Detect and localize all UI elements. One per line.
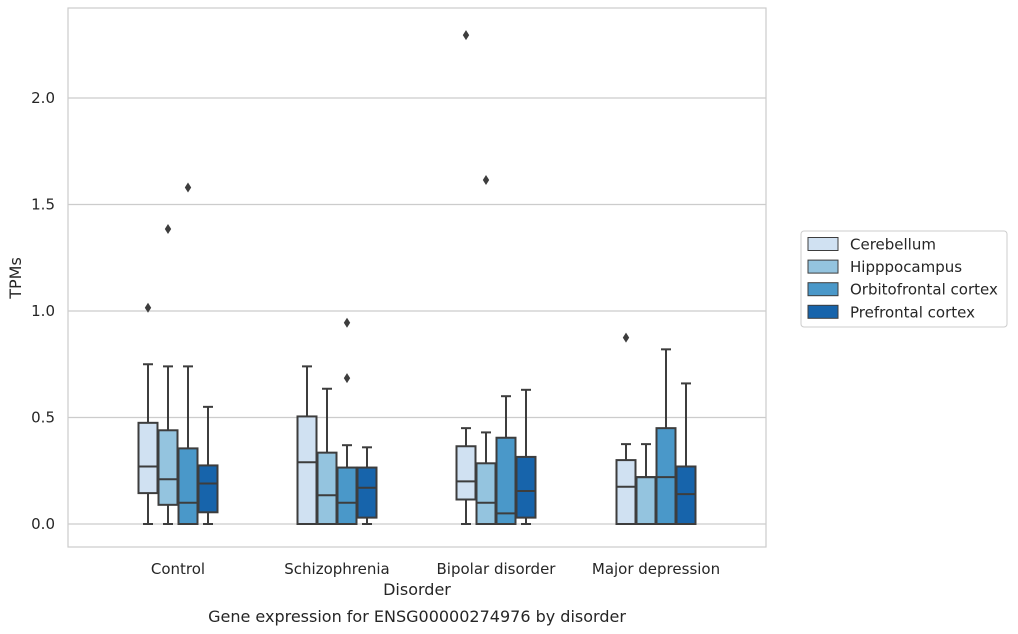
plot-frame: [67, 7, 767, 548]
box-prefrontal-cortex: [356, 446, 378, 525]
y-tick-label: 1.0: [31, 302, 55, 320]
x-axis-label: Disorder: [383, 580, 451, 599]
box-hipppocampus: [475, 175, 497, 526]
y-tick-label: 0.0: [31, 515, 55, 533]
box-body: [495, 436, 517, 525]
box-orbitofrontal-cortex: [495, 395, 517, 525]
box-body: [356, 466, 378, 519]
box-body: [515, 455, 537, 519]
box-orbitofrontal-cortex: [655, 348, 677, 525]
box-body: [455, 445, 477, 501]
box-body: [615, 459, 637, 526]
y-tick-label: 2.0: [31, 89, 55, 107]
boxes-layer: [137, 30, 697, 526]
box-body: [655, 427, 677, 525]
x-tick-label: Major depression: [592, 560, 720, 578]
legend-swatch: [807, 237, 839, 251]
outlier-point: [184, 182, 192, 193]
box-body: [475, 462, 497, 526]
outlier-point: [164, 223, 172, 234]
legend-frame: [800, 230, 1008, 328]
x-tick-label: Schizophrenia: [284, 560, 389, 578]
outlier-point: [482, 175, 490, 186]
legend-entry-label: Orbitofrontal cortex: [850, 281, 998, 299]
box-body: [177, 447, 199, 526]
legend: Cerebellum Hipppocampus Orbitofrontal cort…: [800, 230, 1008, 328]
box-body: [336, 466, 358, 525]
box-body: [316, 451, 338, 525]
box-orbitofrontal-cortex: [336, 317, 358, 525]
box-cerebellum: [615, 332, 637, 526]
y-tick-labels: 0.0 0.5 1.0 1.5 2.0: [31, 89, 55, 533]
box-prefrontal-cortex: [675, 382, 697, 525]
box-body: [635, 476, 657, 526]
box-cerebellum: [296, 365, 318, 525]
box-prefrontal-cortex: [515, 388, 537, 525]
legend-swatch: [807, 259, 839, 274]
box-body: [137, 421, 159, 495]
box-body: [296, 415, 318, 525]
y-tick-label: 1.5: [31, 196, 55, 214]
legend-swatch: [807, 282, 839, 297]
chart-title: Gene expression for ENSG00000274976 by d…: [208, 607, 626, 626]
x-tick-labels: Control Schizophrenia Bipolar disorder Majo…: [151, 560, 720, 578]
y-tick-label: 0.5: [31, 409, 55, 427]
outlier-point: [462, 30, 470, 41]
box-body: [157, 429, 179, 506]
box-hipppocampus: [635, 443, 657, 526]
box-body: [675, 465, 697, 525]
outlier-point: [343, 317, 351, 328]
box-cerebellum: [455, 30, 477, 525]
x-tick-label: Bipolar disorder: [437, 560, 557, 578]
outlier-point: [144, 302, 152, 313]
box-hipppocampus: [157, 223, 179, 525]
box-prefrontal-cortex: [197, 405, 219, 525]
x-tick-label: Control: [151, 560, 205, 578]
legend-entry-label: Prefrontal cortex: [850, 303, 975, 321]
legend-entry-label: Cerebellum: [850, 236, 936, 254]
box-body: [197, 464, 219, 514]
box-hipppocampus: [316, 387, 338, 525]
outlier-point: [622, 332, 630, 343]
y-axis-label: TPMs: [6, 257, 25, 300]
legend-entry-label: Hipppocampus: [850, 258, 962, 276]
box-cerebellum: [137, 302, 159, 525]
outlier-point: [343, 373, 351, 384]
legend-swatch: [807, 304, 839, 319]
box-orbitofrontal-cortex: [177, 182, 199, 526]
